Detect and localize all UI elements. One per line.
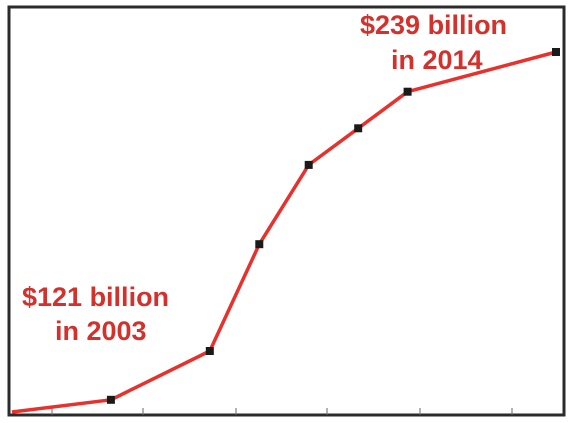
series-markers bbox=[106, 48, 560, 404]
x-axis-ticks bbox=[51, 408, 513, 415]
annotation-end-line1: $239 billion bbox=[360, 10, 507, 40]
annotation-end-line2: in 2014 bbox=[391, 45, 483, 75]
annotation-start-line2: in 2003 bbox=[55, 316, 147, 346]
series-line bbox=[11, 50, 557, 414]
annotation-start-line1: $121 billion bbox=[22, 282, 169, 312]
data-point-marker bbox=[106, 395, 115, 404]
data-point-marker bbox=[255, 240, 264, 249]
data-point-marker bbox=[205, 347, 214, 355]
data-point-marker bbox=[354, 124, 363, 133]
data-point-marker bbox=[304, 160, 313, 169]
data-point-marker bbox=[552, 48, 560, 56]
data-point-marker bbox=[403, 87, 412, 96]
